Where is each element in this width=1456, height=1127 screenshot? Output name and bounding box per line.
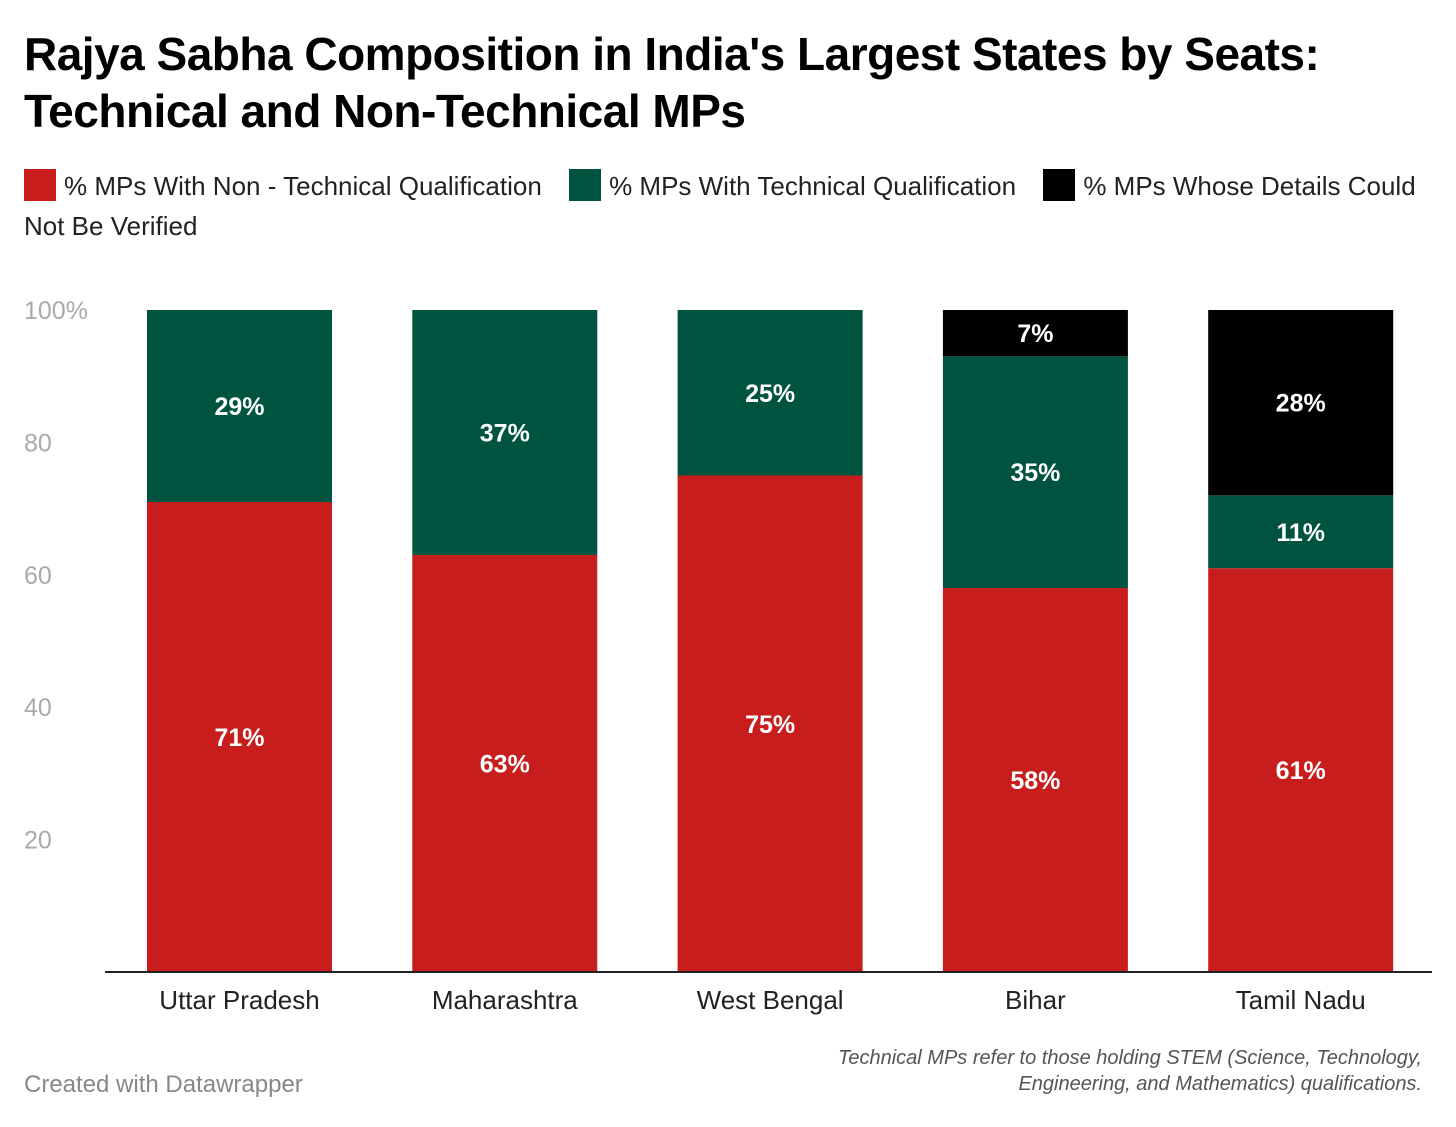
legend-item-technical: % MPs With Technical Qualification xyxy=(569,169,1016,201)
bar-segment xyxy=(412,310,598,555)
data-label: 63% xyxy=(480,750,530,778)
bar-segment xyxy=(147,310,332,502)
chart-title: Rajya Sabha Composition in India's Large… xyxy=(24,28,1320,137)
data-label: 58% xyxy=(1010,767,1060,795)
x-tick-label: Bihar xyxy=(1005,985,1066,1015)
data-label: 29% xyxy=(214,393,264,421)
x-tick-label: West Bengal xyxy=(697,985,844,1015)
y-tick-label: 40 xyxy=(24,694,52,722)
legend-item-non-technical: % MPs With Non - Technical Qualification xyxy=(24,169,542,201)
bar-segment xyxy=(1208,310,1394,496)
x-tick-label: Maharashtra xyxy=(432,985,578,1015)
bar-segment xyxy=(677,310,863,476)
data-label: 25% xyxy=(745,380,795,408)
y-tick-label: 20 xyxy=(24,827,52,855)
data-label: 28% xyxy=(1276,390,1326,418)
data-label: 37% xyxy=(480,419,530,447)
legend-swatch xyxy=(1043,169,1076,201)
bar-segment xyxy=(942,588,1128,972)
legend-swatch xyxy=(24,169,56,201)
data-label: 35% xyxy=(1010,459,1060,487)
legend-item-unverified: % MPs Whose Details Could Not Be Verifie… xyxy=(24,169,1416,241)
y-tick-label: 100% xyxy=(24,297,88,325)
x-tick-label: Tamil Nadu xyxy=(1236,985,1366,1015)
x-tick-label: Uttar Pradesh xyxy=(159,985,319,1015)
bar-segment xyxy=(1208,495,1394,569)
footnote: Technical MPs refer to those holding STE… xyxy=(837,1047,1422,1095)
bar-segment xyxy=(147,501,332,972)
legend: % MPs With Non - Technical Qualification… xyxy=(24,166,1434,246)
bar-segment xyxy=(677,475,863,972)
data-label: 71% xyxy=(214,724,264,752)
data-label: 11% xyxy=(1276,519,1325,547)
bar-segment xyxy=(1208,568,1394,972)
data-label: 75% xyxy=(745,711,795,739)
data-label: 61% xyxy=(1276,757,1326,785)
y-tick-label: 80 xyxy=(24,429,52,457)
bar-segment xyxy=(412,554,598,972)
bar-segment xyxy=(942,310,1128,357)
y-tick-label: 60 xyxy=(24,562,52,590)
data-label: 7% xyxy=(1017,320,1053,348)
credit: Created with Datawrapper xyxy=(24,1071,303,1098)
legend-swatch xyxy=(569,169,602,201)
bar-segment xyxy=(942,356,1128,589)
